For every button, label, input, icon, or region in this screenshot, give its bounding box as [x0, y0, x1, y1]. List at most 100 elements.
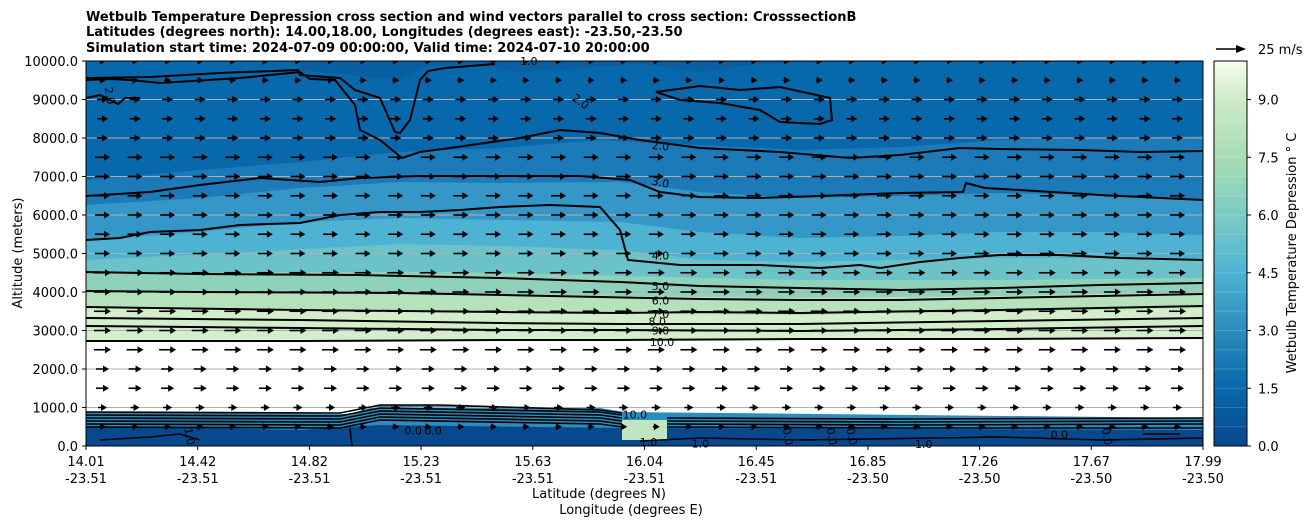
wind-vector-head: [723, 346, 730, 354]
wind-vector-head: [623, 134, 630, 142]
wind-vector-head: [590, 134, 597, 142]
wind-vector-head: [1014, 134, 1021, 142]
wind-vector-head: [686, 76, 693, 84]
wind-vector-head: [849, 61, 856, 65]
wind-vector-head: [720, 96, 727, 103]
x-axis-label-latitude: Latitude (degrees N): [532, 487, 666, 502]
wind-vector-head: [328, 76, 335, 84]
colorbar-tick-label: 0.0: [1258, 440, 1279, 455]
wind-vector-head: [430, 346, 437, 354]
wind-vector-head: [397, 153, 404, 161]
wind-vector-head: [981, 115, 988, 123]
wind-vector-head: [429, 173, 436, 180]
wind-vector-head: [1114, 269, 1121, 277]
wind-vector-head: [949, 96, 956, 103]
wind-vector-head: [979, 61, 986, 65]
wind-vector-head: [525, 115, 532, 123]
wind-vector-head: [1048, 230, 1055, 238]
wind-vector-head: [951, 230, 958, 238]
contour-line-2-island: [655, 84, 834, 126]
wind-vector-head: [817, 404, 824, 411]
wind-vector-head: [394, 404, 401, 411]
contour-line-4: [86, 203, 1203, 270]
wind-vector-head: [654, 404, 661, 411]
wind-vector-head: [104, 192, 110, 200]
contour-surface-9: [666, 423, 1203, 426]
wind-vector-head: [1142, 76, 1149, 84]
wind-vector-head: [653, 76, 660, 84]
wind-vector-head: [918, 250, 925, 257]
colorbar-tick-label: 3.0: [1258, 325, 1279, 340]
wind-vector-head: [463, 327, 470, 334]
wind-vector-head: [300, 327, 307, 334]
colorbar-tick-label: 1.5: [1258, 382, 1279, 397]
wind-vector-head: [1082, 288, 1089, 296]
wind-vector-head: [818, 115, 825, 123]
wind-vector-head: [560, 153, 567, 161]
band-upper-dark: [86, 61, 1203, 80]
wind-vector-head: [884, 365, 891, 373]
wind-vector-head: [885, 230, 892, 238]
wind-vector-head: [590, 115, 597, 123]
wind-vector-head: [881, 61, 888, 65]
wind-vector-head: [393, 61, 400, 65]
wind-vector-head: [1081, 153, 1088, 161]
wind-vector-head: [626, 307, 633, 315]
wind-vector-head: [557, 404, 564, 411]
wind-vector-head: [331, 365, 338, 373]
contour-line-3: [86, 175, 1203, 201]
wind-vector-head: [819, 365, 826, 373]
wind-vector-head: [885, 250, 892, 257]
wind-vector-head: [262, 76, 269, 84]
wind-vector-head: [365, 307, 372, 315]
wind-vector-head: [625, 153, 632, 161]
wind-vector-head: [364, 250, 371, 257]
wind-vector-head: [1179, 192, 1186, 200]
wind-vector-head: [523, 76, 530, 84]
wind-vector-head: [561, 269, 568, 277]
wind-vector-head: [425, 76, 432, 84]
wind-vector-head: [722, 211, 729, 219]
wind-vector-head: [100, 423, 106, 431]
wind-vector-head: [167, 115, 174, 123]
wind-vector-head: [169, 230, 176, 238]
wind-vector-head: [558, 96, 565, 103]
x-axis-label-longitude: Longitude (degrees E): [559, 503, 703, 518]
wind-vector-head: [235, 269, 242, 277]
contour-surface-6: [86, 419, 623, 429]
wind-vector-head: [1146, 192, 1153, 200]
wind-vector-head: [100, 76, 106, 84]
wind-vector-head: [982, 384, 989, 392]
wind-vector-head: [1175, 61, 1182, 65]
wind-vector-head: [658, 269, 665, 277]
wind-vector-head: [202, 288, 209, 296]
wind-vector-head: [1142, 61, 1149, 65]
wind-vector-head: [364, 211, 371, 219]
wind-vector-head: [134, 96, 141, 103]
wind-vector-head: [234, 230, 241, 238]
wind-vector-head: [429, 211, 436, 219]
wind-vector-head: [492, 96, 499, 103]
wind-vector-head: [295, 61, 302, 65]
wind-vector-head: [197, 61, 204, 65]
wind-vector-head: [201, 211, 208, 219]
wind-vector-head: [462, 250, 469, 257]
wind-vector-head: [1109, 423, 1116, 431]
x-tick-label-lon: -23.51: [65, 472, 107, 487]
wind-vector-head: [1048, 153, 1055, 161]
wind-vector-head: [458, 61, 465, 65]
wind-vector-head: [916, 96, 923, 103]
wind-vector-head: [267, 288, 274, 296]
wind-vector-head: [688, 96, 695, 103]
wind-vector-head: [592, 173, 599, 180]
contour-label: 3.0: [650, 175, 670, 191]
wind-vector-head: [722, 230, 729, 238]
wind-vector-head: [626, 288, 633, 296]
wind-vector-head: [983, 211, 990, 219]
wind-vector-head: [490, 423, 497, 431]
wind-vector-head: [687, 404, 694, 411]
y-tick-label: 3000.0: [33, 325, 79, 340]
wind-vector-head: [983, 173, 990, 180]
wind-vector-head: [918, 173, 925, 180]
wind-vector-head: [621, 76, 628, 84]
